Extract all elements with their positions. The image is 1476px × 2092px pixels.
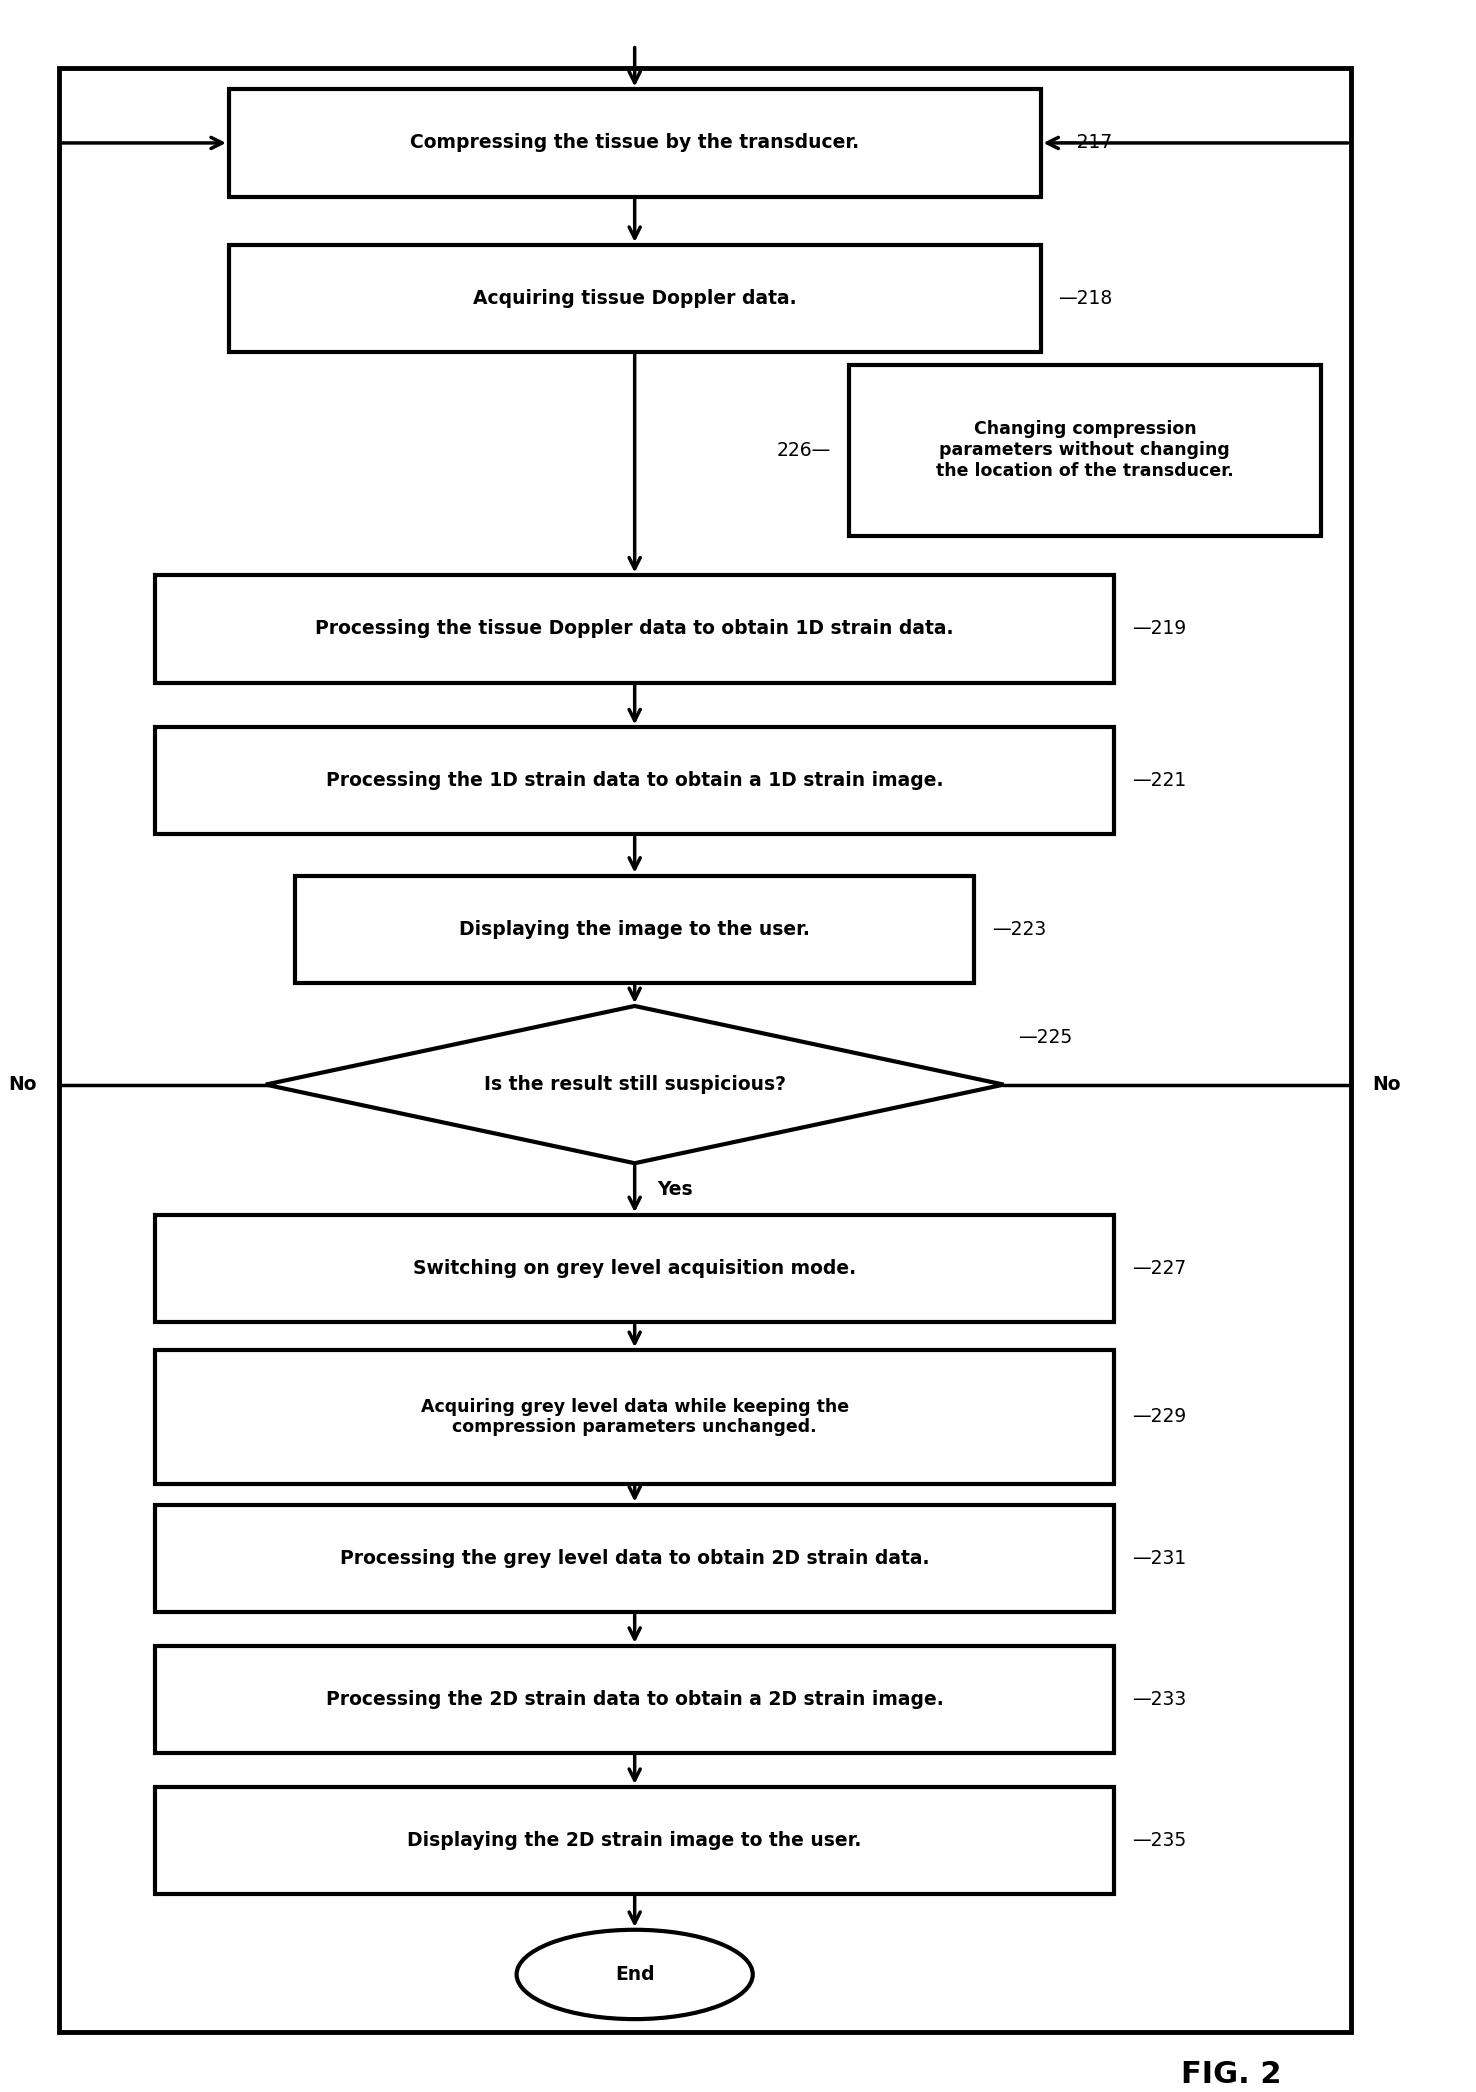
FancyBboxPatch shape (849, 364, 1321, 536)
Text: Processing the 2D strain data to obtain a 2D strain image.: Processing the 2D strain data to obtain … (326, 1690, 943, 1709)
FancyBboxPatch shape (155, 1504, 1114, 1611)
Text: Processing the grey level data to obtain 2D strain data.: Processing the grey level data to obtain… (339, 1548, 930, 1567)
Text: Compressing the tissue by the transducer.: Compressing the tissue by the transducer… (410, 134, 859, 153)
Text: —221: —221 (1132, 772, 1187, 791)
Text: Displaying the image to the user.: Displaying the image to the user. (459, 920, 810, 939)
Text: Processing the 1D strain data to obtain a 1D strain image.: Processing the 1D strain data to obtain … (326, 772, 943, 791)
Text: Changing compression
parameters without changing
the location of the transducer.: Changing compression parameters without … (936, 420, 1234, 479)
Text: Displaying the 2D strain image to the user.: Displaying the 2D strain image to the us… (407, 1830, 862, 1849)
FancyBboxPatch shape (155, 1349, 1114, 1483)
Text: Acquiring grey level data while keeping the
compression parameters unchanged.: Acquiring grey level data while keeping … (421, 1397, 849, 1437)
FancyBboxPatch shape (155, 728, 1114, 835)
Text: Switching on grey level acquisition mode.: Switching on grey level acquisition mode… (413, 1259, 856, 1278)
FancyBboxPatch shape (155, 575, 1114, 682)
Text: 226—: 226— (776, 441, 831, 460)
Text: Processing the tissue Doppler data to obtain 1D strain data.: Processing the tissue Doppler data to ob… (316, 619, 953, 638)
Text: —233: —233 (1132, 1690, 1187, 1709)
Text: —218: —218 (1058, 289, 1113, 308)
Text: —229: —229 (1132, 1408, 1187, 1427)
Text: End: End (615, 1964, 654, 1983)
Text: FIG. 2: FIG. 2 (1181, 2061, 1281, 2090)
Text: —227: —227 (1132, 1259, 1187, 1278)
Text: —217: —217 (1058, 134, 1113, 153)
FancyBboxPatch shape (155, 1215, 1114, 1322)
Text: —223: —223 (992, 920, 1046, 939)
FancyBboxPatch shape (229, 90, 1041, 197)
FancyBboxPatch shape (59, 67, 1351, 2031)
FancyBboxPatch shape (155, 1787, 1114, 1893)
Text: —225: —225 (1018, 1027, 1073, 1046)
Polygon shape (266, 1006, 1004, 1163)
Text: —235: —235 (1132, 1830, 1187, 1849)
Text: No: No (9, 1075, 37, 1094)
Text: Is the result still suspicious?: Is the result still suspicious? (484, 1075, 785, 1094)
Text: —231: —231 (1132, 1548, 1187, 1567)
Ellipse shape (517, 1929, 753, 2019)
FancyBboxPatch shape (155, 1646, 1114, 1753)
Text: —219: —219 (1132, 619, 1187, 638)
Text: No: No (1373, 1075, 1401, 1094)
Text: Acquiring tissue Doppler data.: Acquiring tissue Doppler data. (472, 289, 797, 308)
FancyBboxPatch shape (295, 877, 974, 983)
Text: Yes: Yes (657, 1180, 692, 1199)
FancyBboxPatch shape (229, 245, 1041, 351)
